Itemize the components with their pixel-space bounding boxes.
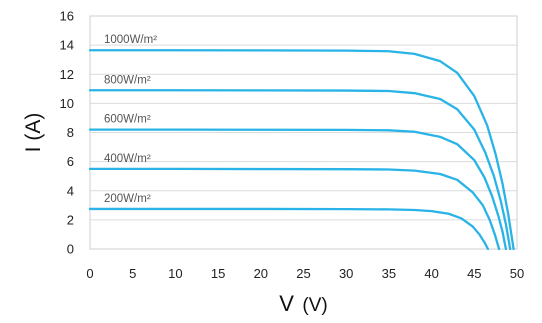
x-tick-label: 15 (211, 266, 225, 281)
y-axis-title: I (A) (22, 113, 45, 153)
series-label-400: 400W/m² (104, 153, 151, 165)
x-axis-unit: (V) (302, 295, 327, 316)
series-curve-600 (88, 128, 508, 251)
y-tick-label: 12 (60, 67, 74, 82)
x-axis-symbol: V (279, 291, 294, 316)
series-curve-800 (88, 89, 512, 251)
series-curve-400 (88, 167, 501, 251)
x-tick-label: 35 (382, 266, 396, 281)
plot-area (89, 15, 518, 250)
series-curve-200 (88, 207, 490, 251)
x-tick-label: 30 (339, 266, 353, 281)
y-tick-label: 2 (67, 212, 74, 227)
y-tick-label: 16 (60, 9, 74, 24)
y-tick-label: 14 (60, 38, 74, 53)
y-tick-label: 10 (60, 96, 74, 111)
x-tick-label: 50 (510, 266, 524, 281)
x-tick-label: 45 (467, 266, 481, 281)
x-tick-label: 20 (254, 266, 268, 281)
x-tick-label: 10 (168, 266, 182, 281)
series-labels: 1000W/m² 800W/m² 600W/m² 400W/m² 200W/m² (104, 34, 157, 205)
x-tick-label: 0 (86, 266, 93, 281)
y-tick-label: 6 (67, 154, 74, 169)
y-tick-labels: 0 2 4 6 8 10 12 14 16 (60, 9, 74, 257)
y-tick-label: 8 (67, 125, 74, 140)
series-label-1000: 1000W/m² (104, 34, 157, 46)
series-label-200: 200W/m² (104, 193, 151, 205)
series-label-600: 600W/m² (104, 114, 151, 126)
x-tick-label: 40 (424, 266, 438, 281)
y-tick-label: 4 (67, 183, 74, 198)
series-curve-1000 (88, 49, 515, 251)
series-label-800: 800W/m² (104, 74, 151, 86)
x-tick-labels: 0 5 10 15 20 25 30 35 40 45 50 (86, 266, 524, 281)
series-curves (88, 49, 515, 251)
x-axis-title: V (V) (279, 291, 327, 316)
y-tick-label: 0 (67, 242, 74, 257)
x-tick-label: 5 (129, 266, 136, 281)
x-tick-label: 25 (296, 266, 310, 281)
